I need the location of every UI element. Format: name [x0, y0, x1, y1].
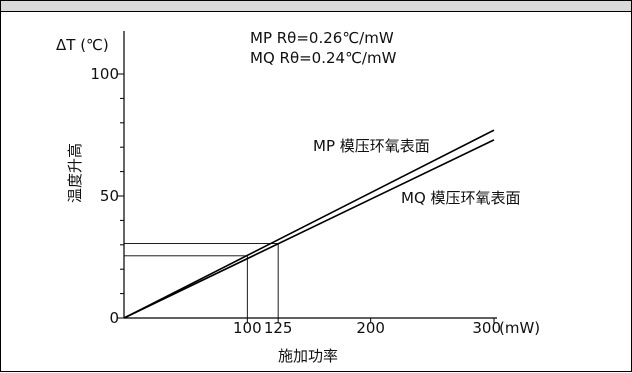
x-unit-label: (mW) [499, 319, 540, 337]
guide-lines [124, 243, 279, 318]
x-tick-label: 200 [356, 319, 385, 337]
series-label-mq: MQ 模压环氧表面 [401, 189, 521, 207]
series-lines [123, 129, 495, 319]
y-tick-label: 0 [109, 309, 119, 327]
annotation-mp: MP Rθ=0.26℃/mW [250, 29, 394, 47]
y-tick-label: 50 [100, 187, 119, 205]
x-tick-label: 300 [472, 319, 501, 337]
x-tick-label: 125 [264, 319, 293, 337]
annotation-mq: MQ Rθ=0.24℃/mW [250, 49, 397, 67]
series-line-mp [123, 129, 495, 319]
series-line-mq [123, 139, 495, 319]
y-axis-title: 温度升高 [66, 143, 84, 203]
x-axis-title: 施加功率 [278, 347, 338, 365]
x-tick-label: 100 [233, 319, 262, 337]
series-label-mp: MP 模压环氧表面 [313, 137, 430, 155]
y-unit-label: ΔT (℃) [56, 36, 109, 54]
top-bar [1, 1, 631, 12]
y-tick-label: 100 [90, 65, 119, 83]
axes [117, 31, 497, 323]
